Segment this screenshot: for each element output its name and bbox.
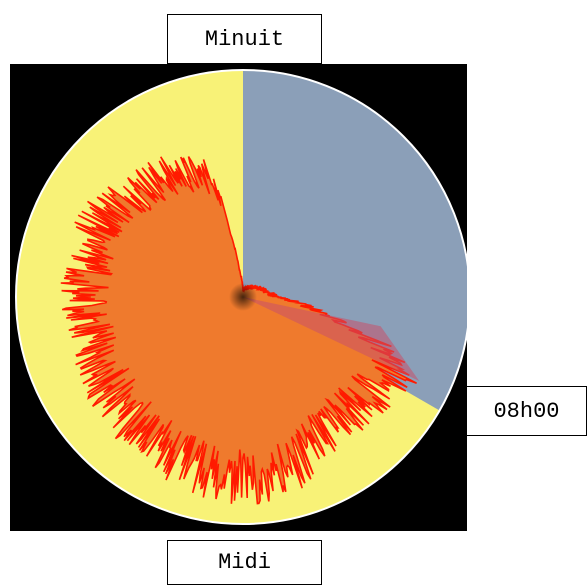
label-noon: Midi: [167, 540, 322, 585]
activity-spikes: [60, 156, 417, 505]
label-midnight: Minuit: [167, 14, 322, 64]
label-8am: 08h00: [466, 386, 587, 436]
radial-activity-chart: [10, 64, 467, 531]
highlight-wedge: [243, 297, 420, 382]
clock-rim: [15, 69, 467, 525]
center-shadow: [229, 283, 257, 311]
activity-series: [60, 156, 417, 505]
